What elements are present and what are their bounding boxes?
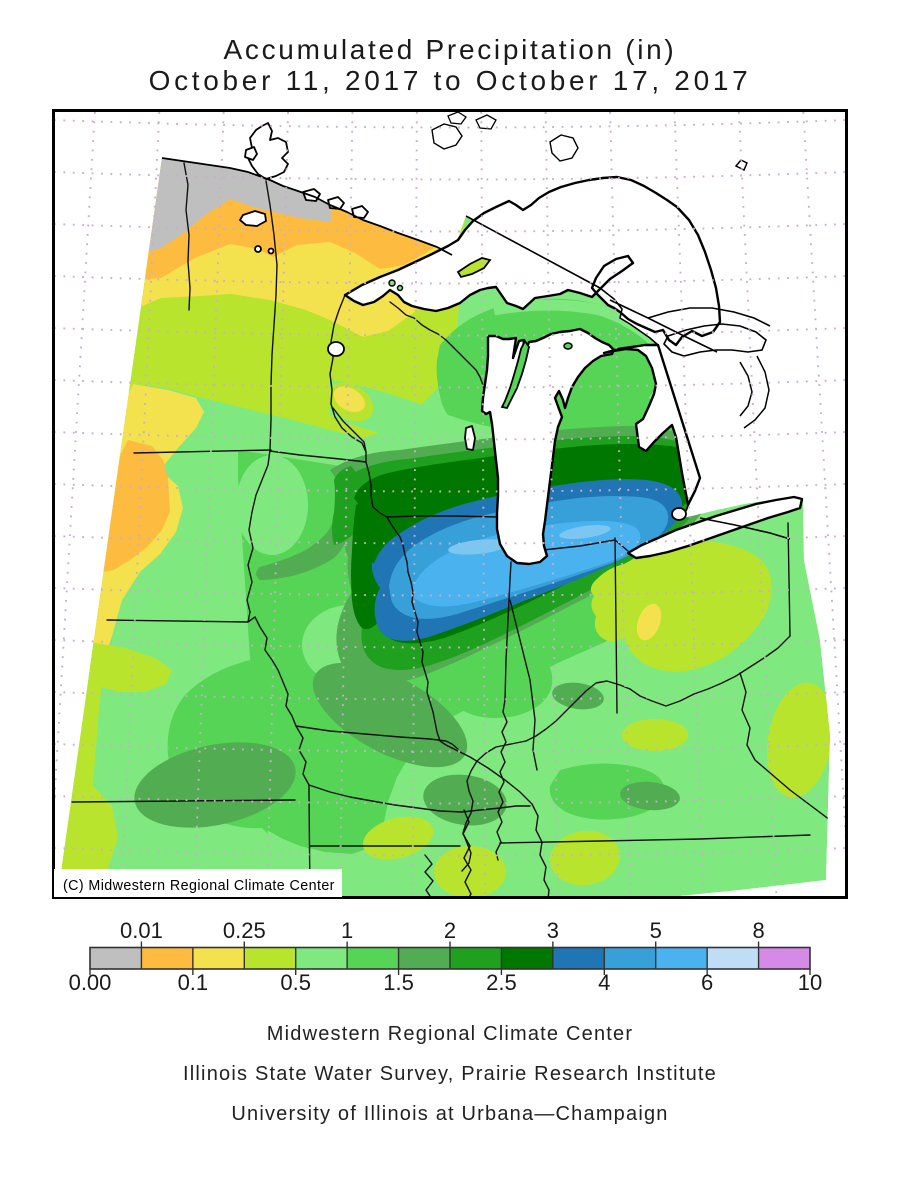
svg-text:1: 1 — [341, 918, 353, 943]
svg-text:3: 3 — [547, 918, 559, 943]
svg-text:University of Illinois at Urba: University of Illinois at Urbana—Champai… — [231, 1103, 668, 1125]
svg-text:0.00: 0.00 — [69, 970, 112, 995]
svg-text:4: 4 — [598, 970, 610, 995]
svg-text:Accumulated Precipitation (in): Accumulated Precipitation (in) — [224, 34, 677, 65]
svg-text:0.1: 0.1 — [178, 970, 209, 995]
svg-text:10: 10 — [798, 970, 822, 995]
svg-text:(C) Midwestern Regional Climat: (C) Midwestern Regional Climate Center — [63, 878, 335, 894]
svg-text:1.5: 1.5 — [383, 970, 414, 995]
svg-text:2: 2 — [444, 918, 456, 943]
svg-text:8: 8 — [752, 918, 764, 943]
svg-text:0.25: 0.25 — [223, 918, 266, 943]
svg-text:0.01: 0.01 — [120, 918, 163, 943]
svg-text:Midwestern Regional Climate Ce: Midwestern Regional Climate Center — [267, 1023, 634, 1045]
svg-text:October 11, 2017 to October 17: October 11, 2017 to October 17, 2017 — [149, 65, 752, 96]
svg-text:2.5: 2.5 — [486, 970, 517, 995]
svg-text:0.5: 0.5 — [280, 970, 311, 995]
svg-text:5: 5 — [650, 918, 662, 943]
svg-text:6: 6 — [701, 970, 713, 995]
svg-text:Illinois State Water Survey, P: Illinois State Water Survey, Prairie Res… — [183, 1063, 717, 1085]
